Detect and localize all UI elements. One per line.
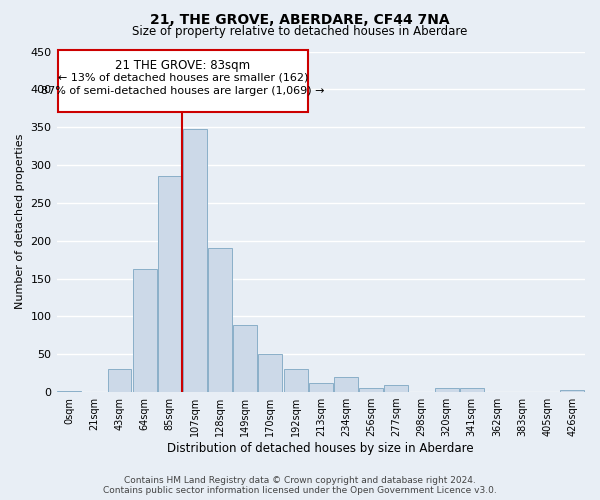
Bar bbox=[334, 377, 358, 392]
Bar bbox=[385, 384, 408, 392]
Bar bbox=[208, 248, 232, 392]
Text: ← 13% of detached houses are smaller (162): ← 13% of detached houses are smaller (16… bbox=[58, 72, 308, 83]
Bar bbox=[560, 390, 584, 392]
Text: 21 THE GROVE: 83sqm: 21 THE GROVE: 83sqm bbox=[115, 59, 251, 72]
Bar bbox=[158, 176, 182, 392]
Bar bbox=[434, 388, 458, 392]
Text: Contains HM Land Registry data © Crown copyright and database right 2024.
Contai: Contains HM Land Registry data © Crown c… bbox=[103, 476, 497, 495]
Bar bbox=[259, 354, 283, 392]
Bar bbox=[359, 388, 383, 392]
X-axis label: Distribution of detached houses by size in Aberdare: Distribution of detached houses by size … bbox=[167, 442, 474, 455]
Bar bbox=[233, 326, 257, 392]
Bar bbox=[107, 370, 131, 392]
Text: Size of property relative to detached houses in Aberdare: Size of property relative to detached ho… bbox=[133, 25, 467, 38]
Bar bbox=[460, 388, 484, 392]
Text: 87% of semi-detached houses are larger (1,069) →: 87% of semi-detached houses are larger (… bbox=[41, 86, 325, 97]
Y-axis label: Number of detached properties: Number of detached properties bbox=[15, 134, 25, 310]
Bar bbox=[133, 268, 157, 392]
Text: 21, THE GROVE, ABERDARE, CF44 7NA: 21, THE GROVE, ABERDARE, CF44 7NA bbox=[150, 12, 450, 26]
Bar bbox=[309, 383, 333, 392]
Bar bbox=[57, 390, 81, 392]
Bar bbox=[183, 130, 207, 392]
Bar bbox=[284, 370, 308, 392]
Bar bbox=[58, 50, 308, 112]
